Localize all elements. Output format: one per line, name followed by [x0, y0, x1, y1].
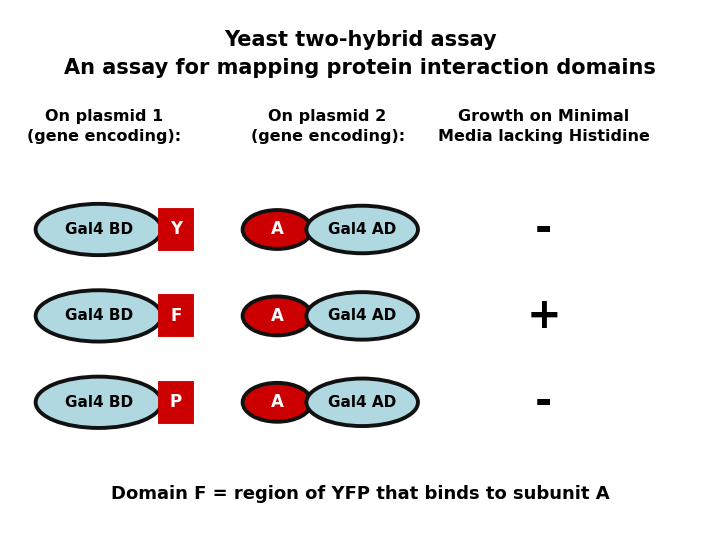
Ellipse shape	[307, 206, 418, 253]
Text: Gal4 AD: Gal4 AD	[328, 222, 396, 237]
Text: Gal4 BD: Gal4 BD	[65, 395, 132, 410]
Text: On plasmid 1: On plasmid 1	[45, 109, 163, 124]
Text: Growth on Minimal: Growth on Minimal	[458, 109, 629, 124]
Text: -: -	[535, 208, 552, 251]
Text: A: A	[271, 220, 284, 239]
FancyBboxPatch shape	[160, 383, 192, 422]
Text: An assay for mapping protein interaction domains: An assay for mapping protein interaction…	[64, 57, 656, 78]
Text: +: +	[526, 295, 561, 337]
Text: -: -	[535, 381, 552, 423]
Text: (gene encoding):: (gene encoding):	[251, 129, 405, 144]
Ellipse shape	[35, 291, 161, 342]
Text: F: F	[171, 307, 181, 325]
Text: (gene encoding):: (gene encoding):	[27, 129, 181, 144]
Ellipse shape	[307, 379, 418, 426]
Ellipse shape	[243, 383, 312, 422]
Text: Yeast two-hybrid assay: Yeast two-hybrid assay	[224, 30, 496, 51]
Ellipse shape	[243, 296, 312, 335]
FancyBboxPatch shape	[160, 210, 192, 249]
Text: Media lacking Histidine: Media lacking Histidine	[438, 129, 649, 144]
Ellipse shape	[35, 377, 161, 428]
Text: Gal4 AD: Gal4 AD	[328, 395, 396, 410]
Text: P: P	[170, 393, 182, 411]
Text: Gal4 BD: Gal4 BD	[65, 308, 132, 323]
Text: Y: Y	[170, 220, 182, 239]
FancyBboxPatch shape	[160, 296, 192, 335]
Ellipse shape	[243, 210, 312, 249]
Ellipse shape	[307, 292, 418, 340]
Text: A: A	[271, 307, 284, 325]
Ellipse shape	[35, 204, 161, 255]
Text: Gal4 BD: Gal4 BD	[65, 222, 132, 237]
Text: Domain F = region of YFP that binds to subunit A: Domain F = region of YFP that binds to s…	[111, 485, 609, 503]
Text: On plasmid 2: On plasmid 2	[269, 109, 387, 124]
Text: A: A	[271, 393, 284, 411]
Text: Gal4 AD: Gal4 AD	[328, 308, 396, 323]
